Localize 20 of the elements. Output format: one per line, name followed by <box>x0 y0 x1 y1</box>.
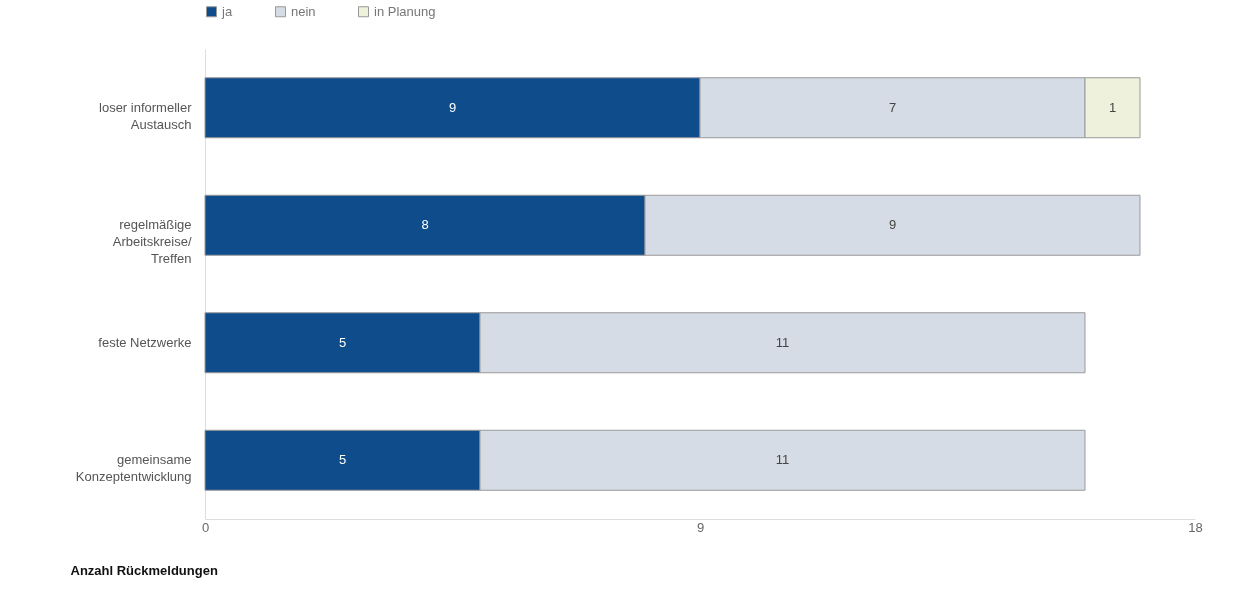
legend-label: nein <box>291 3 316 19</box>
data-label: 11 <box>775 452 790 468</box>
x-tick-label: 0 <box>201 519 210 535</box>
x-axis-title: Anzahl Rückmeldungen <box>70 562 218 578</box>
y-tick-label: regelmäßige Arbeitskreise/ Treffen <box>112 217 192 267</box>
legend-label: in Planung <box>374 3 436 19</box>
x-tick-label: 18 <box>1188 519 1203 535</box>
data-label: 5 <box>338 452 347 468</box>
y-tick-label: feste Netzwerke <box>98 334 192 350</box>
data-label: 5 <box>338 334 347 350</box>
x-tick-label: 9 <box>696 519 705 535</box>
y-tick-label: loser informeller Austausch <box>99 99 193 132</box>
data-label: 11 <box>775 334 790 350</box>
data-label: 9 <box>448 99 457 115</box>
data-label: 8 <box>421 217 429 233</box>
data-label: 1 <box>1108 99 1117 115</box>
legend-label: ja <box>221 3 233 19</box>
y-tick-label: gemeinsame Konzeptentwicklung <box>75 452 192 485</box>
data-label: 9 <box>888 217 897 233</box>
data-label: 7 <box>888 99 897 115</box>
